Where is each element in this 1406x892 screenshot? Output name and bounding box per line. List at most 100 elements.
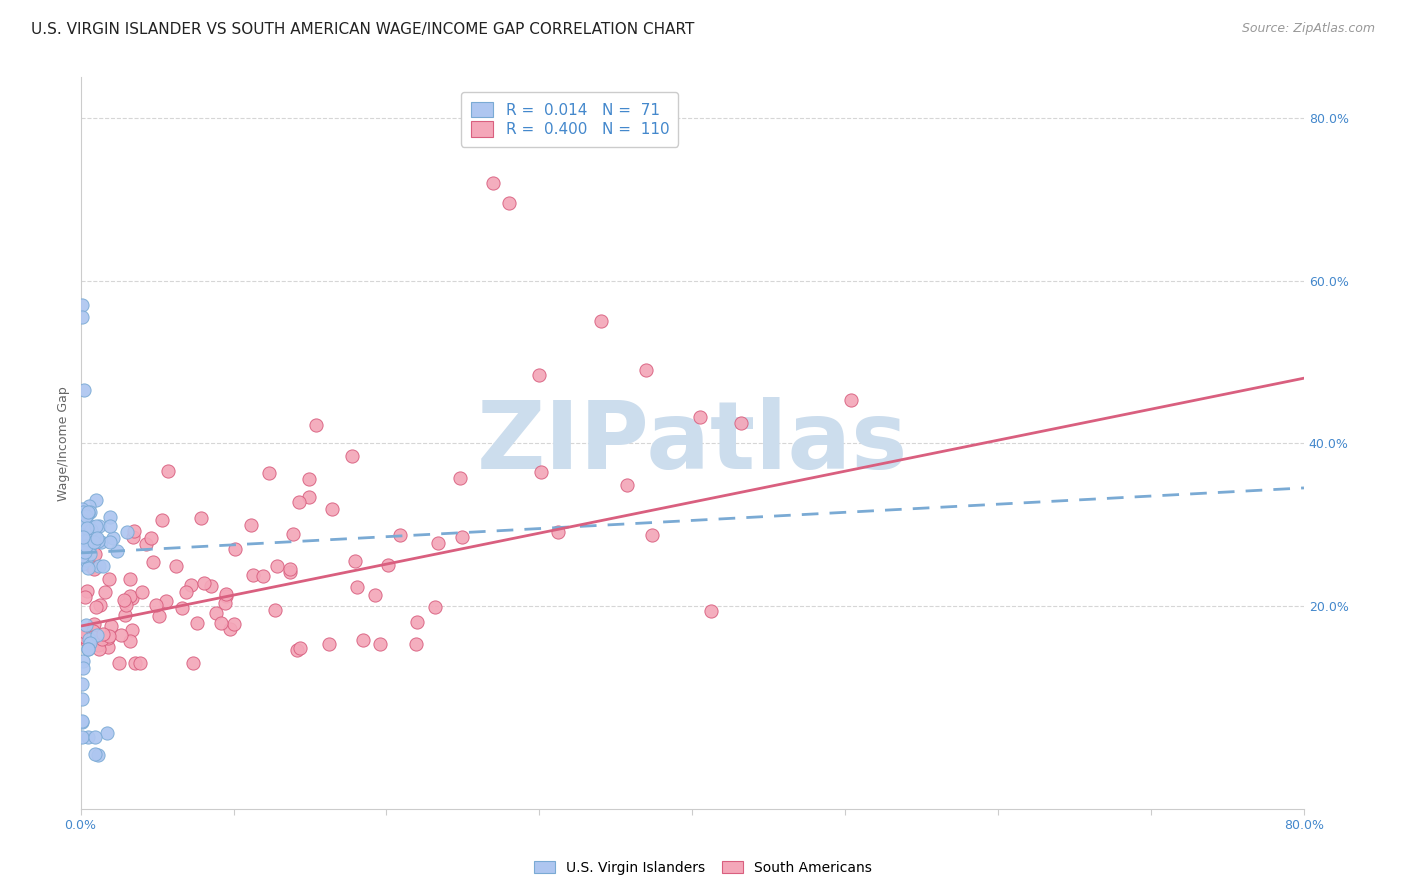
- Point: [75, 618, 97, 632]
- Point: [83, 532, 105, 546]
- Point: [87, 748, 110, 763]
- Point: [120, 633, 142, 648]
- Point: [89, 598, 111, 612]
- Point: [368, 637, 391, 651]
- Y-axis label: Wage/Income Gap: Wage/Income Gap: [58, 386, 70, 500]
- Point: [122, 524, 145, 538]
- Point: [498, 196, 520, 211]
- Point: [87, 638, 110, 652]
- Point: [72, 654, 94, 668]
- Point: [205, 606, 228, 620]
- Point: [77, 533, 100, 547]
- Point: [215, 589, 238, 603]
- Point: [110, 628, 132, 642]
- Point: [76, 641, 98, 656]
- Point: [547, 524, 569, 539]
- Point: [96, 726, 118, 740]
- Point: [70, 714, 93, 729]
- Point: [75, 533, 97, 547]
- Text: ZIPatlas: ZIPatlas: [477, 397, 908, 489]
- Point: [70, 522, 93, 536]
- Point: [86, 627, 108, 641]
- Point: [285, 643, 308, 657]
- Point: [97, 629, 120, 643]
- Point: [425, 599, 447, 614]
- Point: [75, 591, 97, 605]
- Text: U.S. VIRGIN ISLANDER VS SOUTH AMERICAN WAGE/INCOME GAP CORRELATION CHART: U.S. VIRGIN ISLANDER VS SOUTH AMERICAN W…: [31, 22, 695, 37]
- Point: [75, 524, 97, 539]
- Point: [76, 634, 98, 648]
- Point: [84, 518, 107, 533]
- Point: [77, 517, 100, 532]
- Point: [83, 534, 105, 549]
- Point: [82, 624, 104, 639]
- Point: [288, 640, 311, 655]
- Point: [200, 579, 222, 593]
- Point: [89, 534, 111, 549]
- Point: [77, 525, 100, 540]
- Point: [589, 314, 612, 328]
- Point: [155, 594, 177, 608]
- Point: [263, 603, 285, 617]
- Point: [73, 531, 96, 545]
- Point: [75, 556, 97, 570]
- Point: [527, 368, 550, 383]
- Point: [91, 626, 114, 640]
- Point: [84, 600, 107, 615]
- Point: [72, 661, 94, 675]
- Point: [283, 526, 305, 541]
- Point: [304, 417, 326, 432]
- Point: [98, 534, 121, 549]
- Point: [114, 607, 136, 622]
- Point: [239, 517, 262, 532]
- Point: [83, 617, 105, 632]
- Point: [343, 554, 366, 568]
- Point: [73, 549, 96, 563]
- Point: [405, 615, 427, 629]
- Point: [318, 637, 340, 651]
- Point: [165, 559, 187, 574]
- Point: [76, 521, 98, 535]
- Point: [257, 466, 280, 480]
- Point: [98, 510, 121, 524]
- Point: [142, 555, 165, 569]
- Point: [73, 544, 96, 558]
- Point: [252, 568, 274, 582]
- Point: [82, 630, 104, 644]
- Point: [76, 730, 98, 744]
- Point: [150, 513, 173, 527]
- Point: [82, 624, 104, 638]
- Point: [222, 616, 245, 631]
- Point: [129, 656, 152, 670]
- Point: [100, 618, 122, 632]
- Point: [405, 637, 427, 651]
- Point: [79, 636, 101, 650]
- Point: [98, 572, 121, 586]
- Point: [73, 528, 96, 542]
- Point: [75, 539, 97, 553]
- Point: [77, 505, 100, 519]
- Point: [388, 528, 411, 542]
- Point: [298, 491, 321, 505]
- Text: Source: ZipAtlas.com: Source: ZipAtlas.com: [1241, 22, 1375, 36]
- Point: [70, 525, 93, 540]
- Point: [72, 535, 94, 549]
- Point: [97, 631, 120, 645]
- Point: [148, 609, 170, 624]
- Point: [215, 587, 238, 601]
- Point: [94, 585, 117, 599]
- Point: [145, 598, 167, 612]
- Point: [86, 531, 108, 545]
- Point: [70, 715, 93, 730]
- Point: [83, 528, 105, 542]
- Point: [114, 598, 136, 612]
- Point: [87, 559, 110, 574]
- Point: [98, 518, 121, 533]
- Point: [266, 558, 288, 573]
- Point: [242, 567, 264, 582]
- Point: [131, 585, 153, 599]
- Point: [278, 561, 301, 575]
- Point: [79, 505, 101, 519]
- Point: [340, 449, 363, 463]
- Point: [121, 530, 143, 544]
